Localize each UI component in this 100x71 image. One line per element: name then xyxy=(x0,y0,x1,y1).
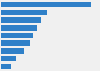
Bar xyxy=(1,2,91,7)
Bar xyxy=(1,10,47,15)
Bar xyxy=(1,25,37,31)
Bar xyxy=(1,56,16,61)
Bar xyxy=(1,40,30,46)
Bar xyxy=(1,33,33,38)
Bar xyxy=(1,64,11,69)
Bar xyxy=(1,17,41,23)
Bar xyxy=(1,48,24,54)
